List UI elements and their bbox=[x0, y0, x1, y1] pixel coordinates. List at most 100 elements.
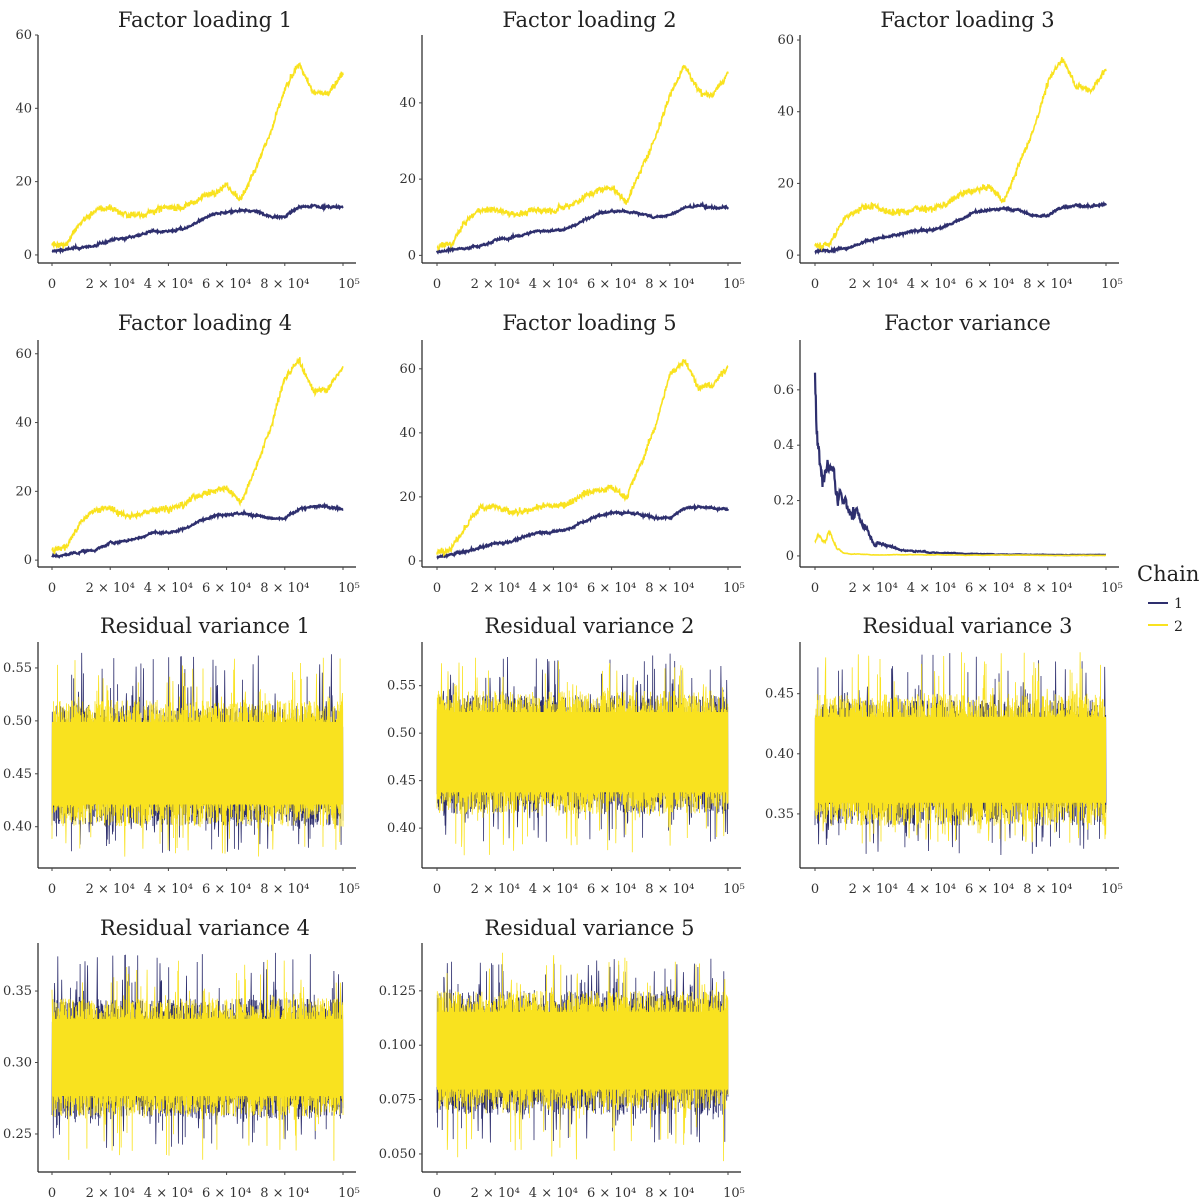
y-tick-label: 60 bbox=[15, 347, 32, 362]
y-tick-label: 0.55 bbox=[387, 679, 416, 694]
x-tick-label: 2 × 10⁴ bbox=[471, 277, 520, 292]
trace-chain-2 bbox=[436, 657, 729, 856]
x-tick-label: 6 × 10⁴ bbox=[587, 277, 636, 292]
y-tick-label: 0.25 bbox=[3, 1127, 32, 1142]
trace-chain-2-core bbox=[815, 716, 1106, 803]
x-tick-label: 8 × 10⁴ bbox=[645, 1186, 694, 1200]
panel-residual-variance-1: Residual variance 1 0.40 0.45 0.50 0.55 0 2 × … bbox=[3, 614, 360, 897]
trace-chain-2-core bbox=[437, 712, 728, 793]
x-tick-label: 10⁵ bbox=[1101, 277, 1123, 292]
y-tick-label: 0 bbox=[24, 553, 32, 568]
x-tick-label: 10⁵ bbox=[723, 581, 745, 596]
series-group bbox=[51, 652, 344, 857]
x-tick-label: 0 bbox=[433, 581, 441, 596]
trace-chain-2 bbox=[814, 57, 1107, 252]
trace-chain-2 bbox=[814, 529, 1106, 557]
trace-chain-2 bbox=[51, 959, 344, 1161]
x-tick-label: 2 × 10⁴ bbox=[86, 581, 135, 596]
x-tick-label: 0 bbox=[48, 581, 56, 596]
x-tick-label: 4 × 10⁴ bbox=[907, 277, 956, 292]
x-tick-label: 10⁵ bbox=[723, 277, 745, 292]
x-tick-label: 4 × 10⁴ bbox=[529, 882, 578, 897]
y-tick-label: 40 bbox=[399, 96, 416, 111]
y-tick-label: 40 bbox=[15, 416, 32, 431]
y-tick-label: 0.50 bbox=[3, 714, 32, 729]
trace-chain-1 bbox=[51, 652, 344, 853]
x-tick-label: 4 × 10⁴ bbox=[529, 277, 578, 292]
x-tick-label: 10⁵ bbox=[723, 882, 745, 897]
x-tick-label: 6 × 10⁴ bbox=[202, 581, 251, 596]
x-tick-label: 2 × 10⁴ bbox=[471, 1186, 520, 1200]
trace-chain-2 bbox=[436, 358, 729, 558]
trace-chain-1 bbox=[436, 958, 729, 1143]
panel-residual-variance-3: Residual variance 3 0.35 0.40 0.45 0 2 × 10⁴ 4… bbox=[765, 614, 1123, 897]
x-tick-label: 8 × 10⁴ bbox=[645, 882, 694, 897]
series-group bbox=[436, 952, 729, 1162]
y-tick-label: 20 bbox=[15, 175, 32, 190]
panel-title: Factor loading 1 bbox=[118, 8, 292, 32]
panel-title: Residual variance 4 bbox=[100, 916, 310, 940]
y-tick-label: 0 bbox=[408, 248, 416, 263]
x-tick-label: 6 × 10⁴ bbox=[965, 581, 1014, 596]
x-tick-label: 0 bbox=[811, 882, 819, 897]
y-tick-label: 0 bbox=[786, 248, 794, 263]
trace-chain-1 bbox=[436, 503, 730, 560]
panel-factor-loading-3: Factor loading 3 0 20 40 60 0 2 × 10⁴ 4 × 10⁴ 6 … bbox=[777, 8, 1122, 292]
y-tick-label: 20 bbox=[15, 484, 32, 499]
trace-chain-2 bbox=[436, 64, 729, 251]
y-tick-label: 0 bbox=[24, 248, 32, 263]
x-tick-label: 10⁵ bbox=[1101, 882, 1123, 897]
x-tick-label: 6 × 10⁴ bbox=[587, 882, 636, 897]
x-tick-label: 8 × 10⁴ bbox=[260, 882, 309, 897]
y-tick-label: 20 bbox=[777, 176, 794, 191]
x-tick-label: 2 × 10⁴ bbox=[849, 581, 898, 596]
x-tick-label: 2 × 10⁴ bbox=[471, 882, 520, 897]
trace-chain-1 bbox=[813, 372, 1106, 557]
x-tick-label: 8 × 10⁴ bbox=[260, 1186, 309, 1200]
x-tick-label: 6 × 10⁴ bbox=[202, 1186, 251, 1200]
y-tick-label: 0.45 bbox=[765, 687, 794, 702]
y-tick-label: 0.125 bbox=[379, 984, 416, 999]
y-tick-label: 0 bbox=[786, 549, 794, 564]
x-tick-label: 2 × 10⁴ bbox=[849, 882, 898, 897]
y-tick-label: 60 bbox=[15, 28, 32, 43]
x-tick-label: 2 × 10⁴ bbox=[849, 277, 898, 292]
y-tick-label: 0.6 bbox=[773, 383, 794, 398]
panel-factor-loading-1: Factor loading 1 0 20 40 60 0 2 × 10⁴ 4 × 10⁴ 6 … bbox=[15, 8, 359, 292]
panel-title: Residual variance 2 bbox=[484, 614, 694, 638]
y-tick-label: 0.35 bbox=[3, 984, 32, 999]
x-tick-label: 6 × 10⁴ bbox=[587, 1186, 636, 1200]
legend-label-chain-2: 2 bbox=[1174, 619, 1183, 635]
y-tick-label: 0 bbox=[408, 554, 416, 569]
x-tick-label: 4 × 10⁴ bbox=[144, 1186, 193, 1200]
y-tick-label: 0.40 bbox=[765, 747, 794, 762]
x-tick-label: 10⁵ bbox=[338, 277, 360, 292]
panel-title: Factor variance bbox=[884, 311, 1051, 335]
legend-title: Chain bbox=[1137, 562, 1199, 586]
y-tick-label: 0.40 bbox=[3, 820, 32, 835]
y-tick-label: 0.075 bbox=[379, 1093, 416, 1108]
x-tick-label: 0 bbox=[433, 882, 441, 897]
x-tick-label: 8 × 10⁴ bbox=[1023, 882, 1072, 897]
panel-title: Residual variance 1 bbox=[100, 614, 310, 638]
y-tick-label: 0.050 bbox=[379, 1147, 416, 1162]
y-tick-label: 0.55 bbox=[3, 661, 32, 676]
x-tick-label: 4 × 10⁴ bbox=[529, 1186, 578, 1200]
y-tick-label: 60 bbox=[777, 33, 794, 48]
series-group bbox=[436, 358, 730, 560]
x-tick-label: 8 × 10⁴ bbox=[645, 277, 694, 292]
x-tick-label: 10⁵ bbox=[338, 882, 360, 897]
trace-chain-2 bbox=[814, 652, 1107, 844]
x-tick-label: 10⁵ bbox=[1101, 581, 1123, 596]
x-tick-label: 0 bbox=[48, 1186, 56, 1200]
series-group bbox=[435, 64, 729, 255]
trace-chain-2-core bbox=[52, 1018, 343, 1097]
trace-chain-2-core bbox=[437, 1011, 728, 1090]
trace-chain-1 bbox=[51, 202, 344, 255]
series-group bbox=[814, 57, 1107, 255]
x-tick-label: 6 × 10⁴ bbox=[202, 277, 251, 292]
trace-chain-1 bbox=[51, 501, 344, 559]
panel-residual-variance-2: Residual variance 2 0.40 0.45 0.50 0.55 0 2 × … bbox=[387, 614, 745, 897]
panel-factor-variance: Factor variance 0 0.2 0.4 0.6 0 2 × 10⁴ 4 × 10⁴… bbox=[773, 311, 1123, 596]
series-group bbox=[436, 653, 729, 856]
